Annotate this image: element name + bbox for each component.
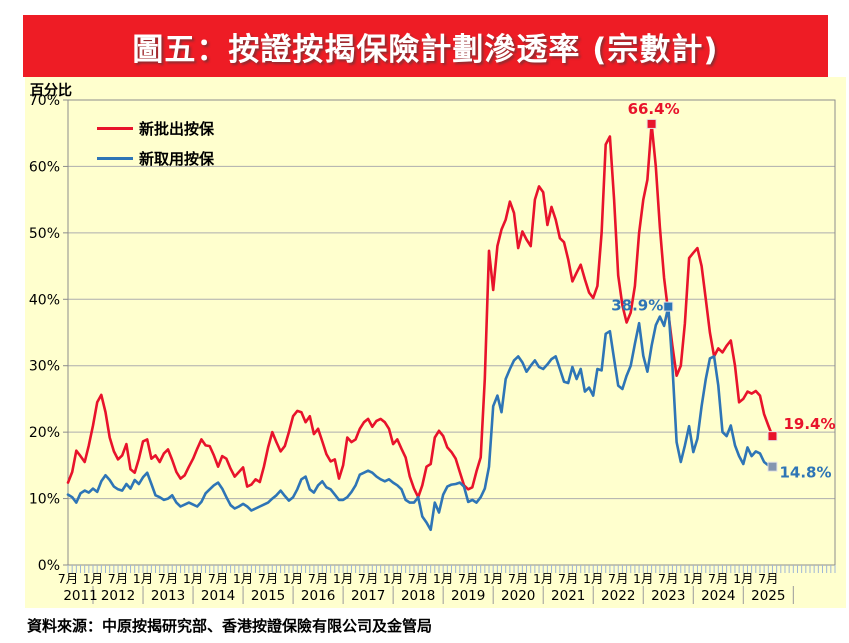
drawn-line-label: 新取用按保 <box>139 150 215 168</box>
source-note: 資料來源：中原按揭研究部、香港按證保險有限公司及金管局 <box>27 617 433 635</box>
chart-title-bar: 圖五：按證按揭保險計劃滲透率 (宗數計) <box>23 15 828 77</box>
chart-title: 圖五：按證按揭保險計劃滲透率 (宗數計) <box>132 31 719 68</box>
legend: 新批出按保 新取用按保 <box>97 118 214 169</box>
legend-item-approved: 新批出按保 <box>97 118 214 139</box>
drawn-line-swatch <box>97 157 133 160</box>
approved-line-label: 新批出按保 <box>139 120 215 138</box>
legend-item-drawn: 新取用按保 <box>97 148 214 169</box>
y-axis-title: 百分比 <box>30 83 72 99</box>
approved-line-swatch <box>97 127 133 130</box>
